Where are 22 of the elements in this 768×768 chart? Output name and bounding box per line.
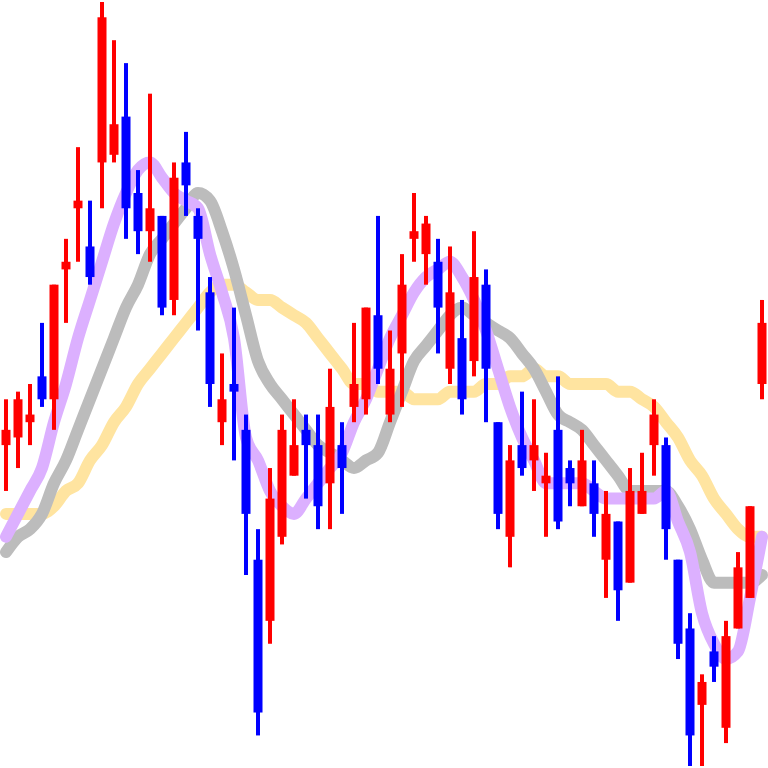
- candlestick: [577, 427, 587, 509]
- candlestick: [601, 488, 611, 600]
- candlestick: [337, 420, 347, 516]
- candlestick: [529, 397, 539, 493]
- candlestick: [433, 236, 443, 356]
- candlestick: [85, 198, 95, 287]
- candlestick: [217, 351, 227, 448]
- candlestick: [37, 320, 47, 409]
- candlestick: [709, 634, 719, 684]
- candlestick: [517, 389, 527, 478]
- candlestick: [301, 412, 311, 501]
- candlestick: [385, 328, 395, 425]
- candlestick: [589, 458, 599, 539]
- candlestick: [61, 236, 71, 325]
- candlestick: [697, 672, 707, 768]
- candlestick: [145, 91, 155, 264]
- candlestick: [181, 129, 191, 218]
- candlestick: [541, 450, 551, 539]
- candlestick: [193, 206, 203, 333]
- candlestick: [229, 305, 239, 463]
- candlestick: [649, 397, 659, 478]
- candlestick: [73, 145, 83, 264]
